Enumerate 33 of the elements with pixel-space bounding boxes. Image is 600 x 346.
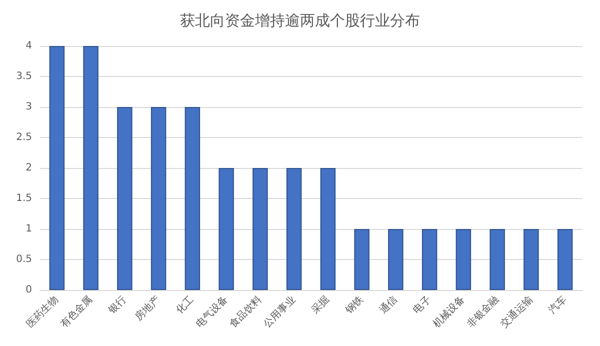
y-tick-label: 1.5	[16, 193, 32, 204]
bar	[150, 107, 166, 290]
bar	[354, 229, 370, 290]
bar	[456, 229, 472, 290]
bar	[557, 229, 573, 290]
x-tick-label: 银行	[106, 294, 129, 317]
bar	[490, 229, 505, 290]
x-tick-label: 通信	[376, 293, 400, 316]
bar	[320, 168, 336, 290]
y-tick-label: 0.5	[16, 254, 32, 265]
bar	[218, 168, 234, 290]
y-tick-label: 2	[26, 162, 32, 174]
y-tick-label: 1	[26, 224, 32, 234]
y-tick-label: 4	[26, 40, 32, 52]
bar	[117, 107, 132, 290]
bar	[524, 229, 539, 290]
bar	[252, 168, 268, 290]
bar	[422, 229, 438, 290]
x-tick-label: 钢铁	[342, 293, 366, 317]
bar	[388, 229, 404, 290]
x-tick-label: 房地产	[132, 293, 162, 324]
x-tick-label: 电子	[410, 293, 434, 316]
chart-title: 获北向资金增持逾两成个股行业分布	[180, 12, 420, 30]
bar	[49, 46, 65, 290]
y-tick-label: 3.5	[16, 71, 32, 82]
y-tick-label: 0	[26, 284, 32, 296]
bar	[184, 107, 200, 290]
x-tick-label: 采掘	[309, 293, 332, 316]
y-tick-label: 2.5	[16, 132, 32, 143]
bar	[83, 46, 98, 290]
bar	[286, 168, 302, 290]
x-tick-label: 汽车	[546, 293, 569, 316]
y-tick-label: 3	[26, 102, 32, 112]
